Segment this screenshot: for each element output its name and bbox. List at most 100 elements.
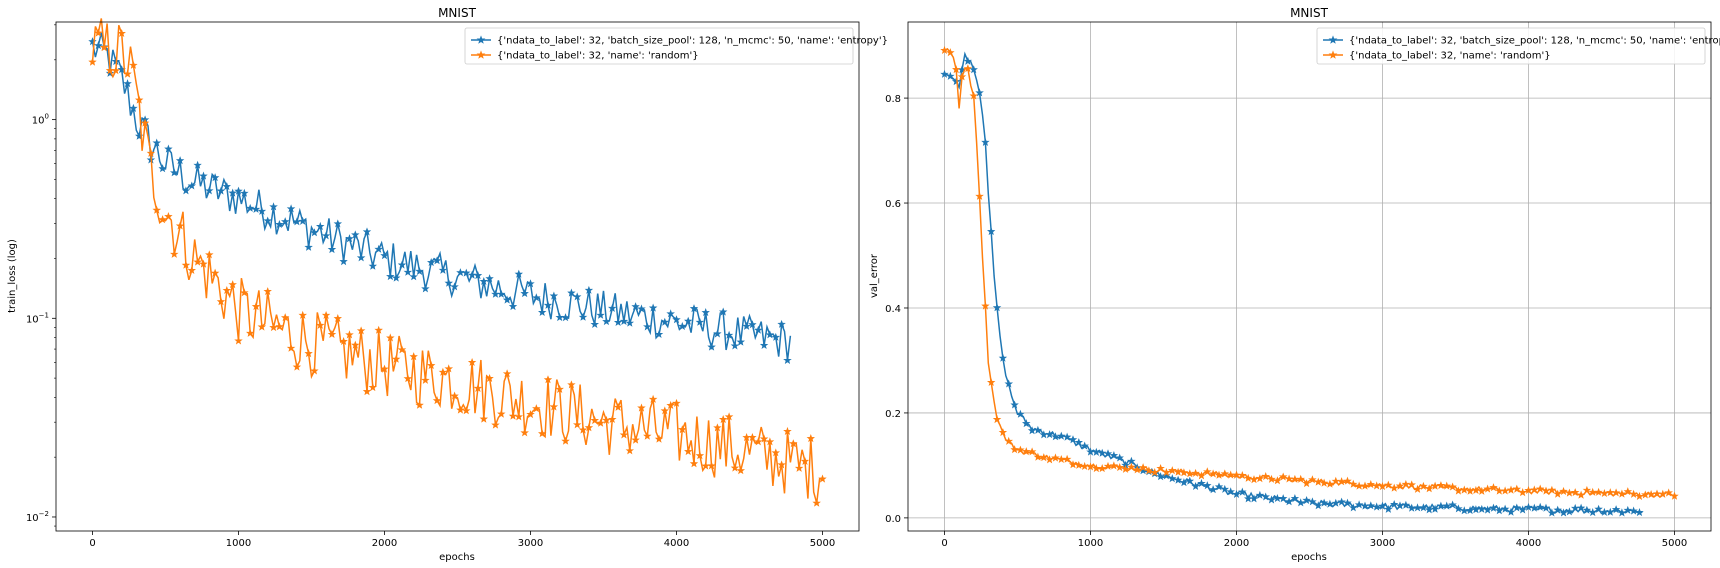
- series-point: [1039, 453, 1049, 462]
- series-point: [538, 307, 547, 317]
- series-point: [234, 336, 243, 345]
- legend-marker-star-icon: [1328, 50, 1338, 59]
- series-point: [403, 374, 413, 383]
- series-point: [1582, 505, 1592, 514]
- series-point: [946, 71, 955, 80]
- series-point: [1249, 475, 1259, 484]
- series-point: [280, 313, 290, 322]
- series-point: [584, 285, 594, 294]
- series-point: [543, 375, 553, 384]
- series-point: [1530, 485, 1539, 494]
- series-point: [1512, 484, 1521, 493]
- series-point: [426, 258, 436, 267]
- series-point: [654, 329, 664, 339]
- series-point: [986, 227, 996, 236]
- series-point: [1419, 481, 1428, 490]
- series-point: [403, 267, 413, 276]
- series-point: [981, 301, 990, 310]
- series-point: [736, 337, 746, 346]
- series-point: [672, 315, 681, 324]
- series-point: [1448, 482, 1457, 491]
- series-point: [1623, 487, 1633, 496]
- series-point: [473, 271, 483, 280]
- series-point: [374, 325, 383, 334]
- series-point: [777, 319, 786, 328]
- series-point: [397, 345, 407, 354]
- series-point: [625, 446, 635, 455]
- series-point: [1664, 488, 1673, 497]
- series-point: [146, 148, 156, 157]
- series-point: [1617, 508, 1627, 517]
- series-point: [1138, 463, 1148, 472]
- series-point: [1267, 495, 1276, 504]
- series-point: [123, 79, 132, 88]
- series-point: [1232, 489, 1241, 499]
- left-chart-title: MNIST: [438, 6, 476, 20]
- series-point: [742, 321, 751, 330]
- series-point: [1319, 498, 1329, 507]
- series-point: [1179, 478, 1189, 487]
- series-point: [572, 420, 582, 429]
- series-point: [1016, 445, 1025, 454]
- series-point: [1027, 447, 1037, 456]
- series-point: [1448, 500, 1457, 509]
- series-point: [158, 215, 167, 224]
- series-point: [129, 60, 138, 69]
- x-tick-label: 5000: [1662, 538, 1687, 549]
- series-point: [1594, 504, 1603, 513]
- series-point: [789, 439, 798, 448]
- series-point: [707, 342, 716, 351]
- series-point: [1220, 484, 1229, 493]
- series-point: [456, 405, 465, 414]
- series-point: [1413, 484, 1422, 493]
- series-point: [1559, 508, 1568, 517]
- series-point: [561, 313, 570, 322]
- series-point: [1057, 431, 1066, 440]
- series-point: [386, 272, 395, 281]
- y-tick-label: 0.8: [885, 94, 901, 105]
- series-point: [508, 411, 518, 420]
- x-tick-label: 4000: [664, 538, 689, 549]
- series-point: [695, 317, 705, 326]
- right-chart-title: MNIST: [1290, 6, 1328, 20]
- series-point: [263, 216, 272, 225]
- series-point: [812, 498, 821, 507]
- series-point: [940, 45, 949, 55]
- series-point: [969, 65, 978, 74]
- series-point: [257, 206, 267, 215]
- series-point: [1454, 486, 1463, 495]
- series-point: [292, 362, 302, 371]
- series-point: [992, 414, 1002, 424]
- series-point: [1325, 499, 1335, 508]
- series-point: [129, 103, 138, 113]
- x-tick-label: 2000: [1224, 538, 1249, 549]
- series-point: [1541, 503, 1551, 512]
- series-point: [467, 270, 477, 279]
- series-point: [351, 230, 360, 239]
- series-point: [275, 322, 284, 331]
- series-point: [205, 186, 214, 195]
- series-point: [1378, 501, 1387, 510]
- series-point: [1419, 503, 1428, 512]
- series-point: [438, 265, 448, 274]
- series-point: [1296, 498, 1306, 507]
- series-point: [333, 314, 343, 323]
- series-point: [555, 384, 564, 393]
- series-point: [1483, 484, 1492, 493]
- series-point: [222, 285, 231, 295]
- series-point: [1016, 409, 1025, 418]
- x-tick-label: 0: [941, 538, 947, 549]
- series-point: [625, 318, 635, 327]
- series-point: [1156, 472, 1165, 481]
- series-point: [1086, 447, 1095, 456]
- series-point: [175, 221, 185, 230]
- series-point: [724, 330, 734, 339]
- series-point: [800, 456, 810, 465]
- series-point: [1261, 472, 1270, 481]
- series-point: [660, 317, 669, 326]
- series-point: [181, 260, 191, 269]
- series-point: [415, 400, 424, 409]
- series-point: [584, 423, 594, 432]
- series-point: [1173, 475, 1183, 484]
- series-point: [1384, 480, 1393, 489]
